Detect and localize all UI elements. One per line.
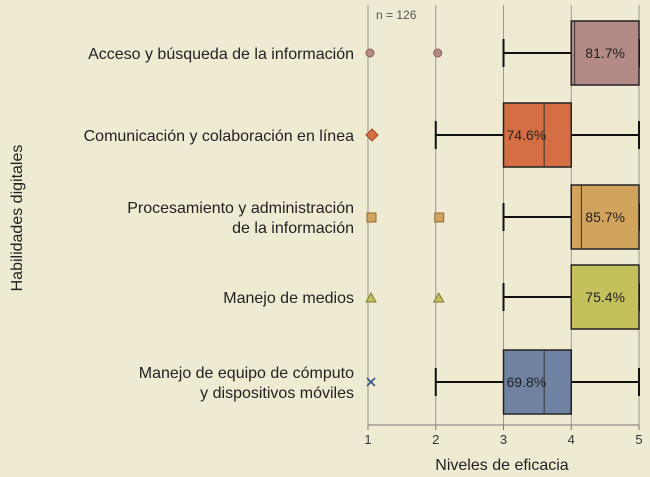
category-label: y dispositivos móviles	[200, 385, 354, 402]
outlier-circle	[365, 48, 375, 58]
outlier-diamond	[365, 128, 379, 142]
outlier-square	[366, 212, 377, 223]
outlier-x	[366, 377, 376, 387]
percent-label: 69.8%	[507, 374, 547, 390]
box	[570, 184, 640, 250]
box	[570, 264, 640, 330]
percent-label: 75.4%	[585, 289, 625, 305]
category-label: Manejo de medios	[223, 290, 354, 307]
x-axis: 1 2 3 4 5	[364, 424, 643, 447]
category-label: Comunicación y colaboración en línea	[84, 128, 354, 145]
percent-label: 85.7%	[585, 209, 625, 225]
box	[502, 349, 572, 415]
x-tick-label: 3	[500, 432, 507, 447]
outlier-triangle	[432, 291, 445, 303]
sample-size-note: n = 126	[376, 8, 417, 22]
outlier-triangle	[365, 291, 377, 303]
boxplot-row: 85.7%	[366, 184, 640, 250]
outlier-x-stroke	[366, 377, 376, 387]
percent-label: 74.6%	[507, 127, 547, 143]
percent-label: 81.7%	[585, 45, 625, 61]
x-tick-label: 2	[432, 432, 439, 447]
category-label: Procesamiento y administración	[127, 200, 354, 217]
category-labels: Acceso y búsqueda de la información Comun…	[84, 46, 354, 402]
x-tick-label: 1	[364, 432, 371, 447]
outlier-circle	[433, 48, 443, 58]
boxplot-row: 69.8%	[366, 349, 640, 415]
box	[570, 20, 640, 86]
boxplot-row: 74.6%	[365, 102, 640, 168]
outlier-square	[434, 212, 445, 223]
x-tick-label: 4	[568, 432, 575, 447]
category-label: de la información	[232, 220, 354, 237]
x-tick-label: 5	[635, 432, 642, 447]
category-label: Acceso y búsqueda de la información	[88, 46, 354, 63]
box	[502, 102, 572, 168]
boxplot-row: 75.4%	[365, 264, 640, 330]
boxplot-row: 81.7%	[365, 20, 640, 86]
box-plots: 81.7% 74.6% 85.7% 75.4% 69.8%	[365, 20, 640, 415]
y-axis-title: Habilidades digitales	[9, 145, 26, 292]
x-axis-title: Niveles de eficacia	[435, 457, 569, 474]
category-label: Manejo de equipo de cómputo	[139, 365, 354, 382]
